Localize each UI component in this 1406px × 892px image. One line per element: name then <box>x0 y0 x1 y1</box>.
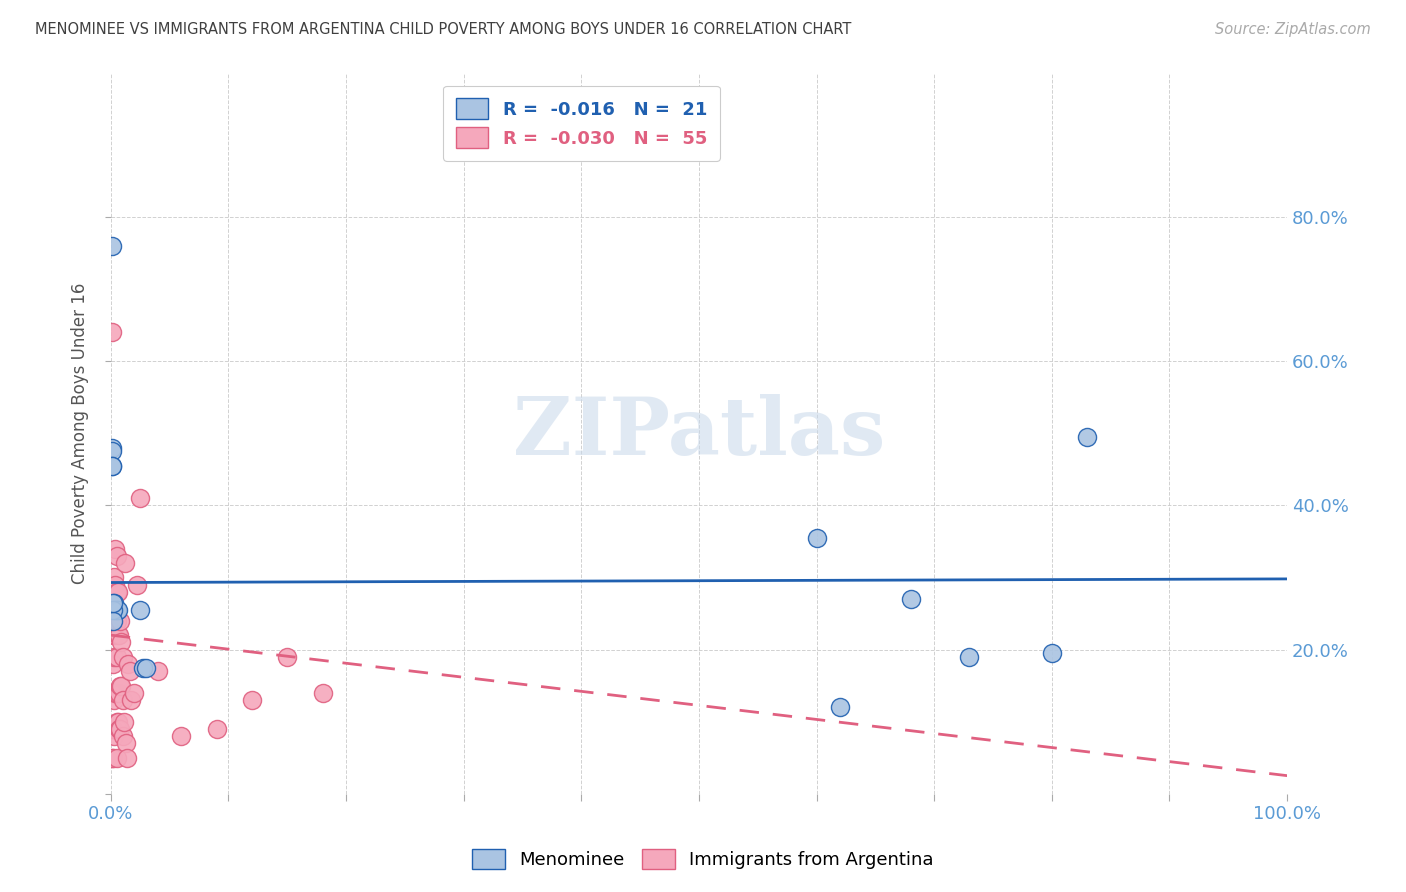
Point <box>104 686 127 700</box>
Point <box>101 722 124 736</box>
Point <box>101 441 124 455</box>
Point <box>101 603 124 617</box>
Point <box>101 444 124 458</box>
Point <box>828 700 851 714</box>
Point <box>104 577 127 591</box>
Point <box>108 679 131 693</box>
Point <box>101 750 124 764</box>
Point <box>1076 430 1098 444</box>
Point <box>129 491 152 506</box>
Point <box>104 628 127 642</box>
Point <box>135 660 157 674</box>
Point <box>101 722 124 736</box>
Point <box>110 635 132 649</box>
Point <box>101 750 124 764</box>
Point <box>110 679 132 693</box>
Point <box>111 729 134 743</box>
Point <box>120 693 142 707</box>
Point <box>131 660 153 674</box>
Point <box>125 577 148 591</box>
Point <box>129 603 152 617</box>
Point <box>115 736 138 750</box>
Point <box>105 549 128 563</box>
Point <box>107 585 129 599</box>
Point <box>108 614 131 628</box>
Point <box>240 693 263 707</box>
Point <box>101 596 124 610</box>
Point <box>101 239 124 253</box>
Point <box>108 722 131 736</box>
Text: MENOMINEE VS IMMIGRANTS FROM ARGENTINA CHILD POVERTY AMONG BOYS UNDER 16 CORRELA: MENOMINEE VS IMMIGRANTS FROM ARGENTINA C… <box>35 22 852 37</box>
Point <box>107 628 129 642</box>
Point <box>118 664 141 678</box>
Point <box>107 714 129 729</box>
Point <box>900 592 922 607</box>
Point <box>108 722 131 736</box>
Point <box>124 686 146 700</box>
Point <box>115 750 138 764</box>
Point <box>101 326 124 340</box>
Point <box>101 628 124 642</box>
Point <box>103 693 125 707</box>
Point <box>103 614 125 628</box>
Point <box>311 686 333 700</box>
Text: Source: ZipAtlas.com: Source: ZipAtlas.com <box>1215 22 1371 37</box>
Point <box>111 693 134 707</box>
Point <box>103 596 125 610</box>
Point <box>101 686 124 700</box>
Point <box>105 686 128 700</box>
Point <box>104 603 127 617</box>
Point <box>105 603 128 617</box>
Point <box>101 686 124 700</box>
Point <box>111 649 134 664</box>
Point <box>806 531 828 545</box>
Point <box>104 541 127 556</box>
Point <box>112 714 135 729</box>
Point <box>105 614 128 628</box>
Point <box>105 585 128 599</box>
Point <box>276 649 298 664</box>
Point <box>108 686 131 700</box>
Point <box>105 649 128 664</box>
Point <box>105 714 128 729</box>
Text: ZIPatlas: ZIPatlas <box>513 394 884 473</box>
Point <box>107 603 129 617</box>
Point <box>105 750 128 764</box>
Point <box>117 657 139 671</box>
Y-axis label: Child Poverty Among Boys Under 16: Child Poverty Among Boys Under 16 <box>72 283 89 584</box>
Point <box>205 722 228 736</box>
Legend: Menominee, Immigrants from Argentina: Menominee, Immigrants from Argentina <box>463 839 943 879</box>
Point <box>959 649 981 664</box>
Point <box>103 570 125 584</box>
Point <box>1040 646 1063 660</box>
Point <box>108 628 131 642</box>
Point <box>101 458 124 473</box>
Point <box>103 649 125 664</box>
Point <box>114 556 136 570</box>
Point <box>101 657 124 671</box>
Point <box>103 729 125 743</box>
Point <box>170 729 193 743</box>
Point <box>101 458 124 473</box>
Point <box>146 664 169 678</box>
Legend: R =  -0.016   N =  21, R =  -0.030   N =  55: R = -0.016 N = 21, R = -0.030 N = 55 <box>443 86 720 161</box>
Point <box>101 614 124 628</box>
